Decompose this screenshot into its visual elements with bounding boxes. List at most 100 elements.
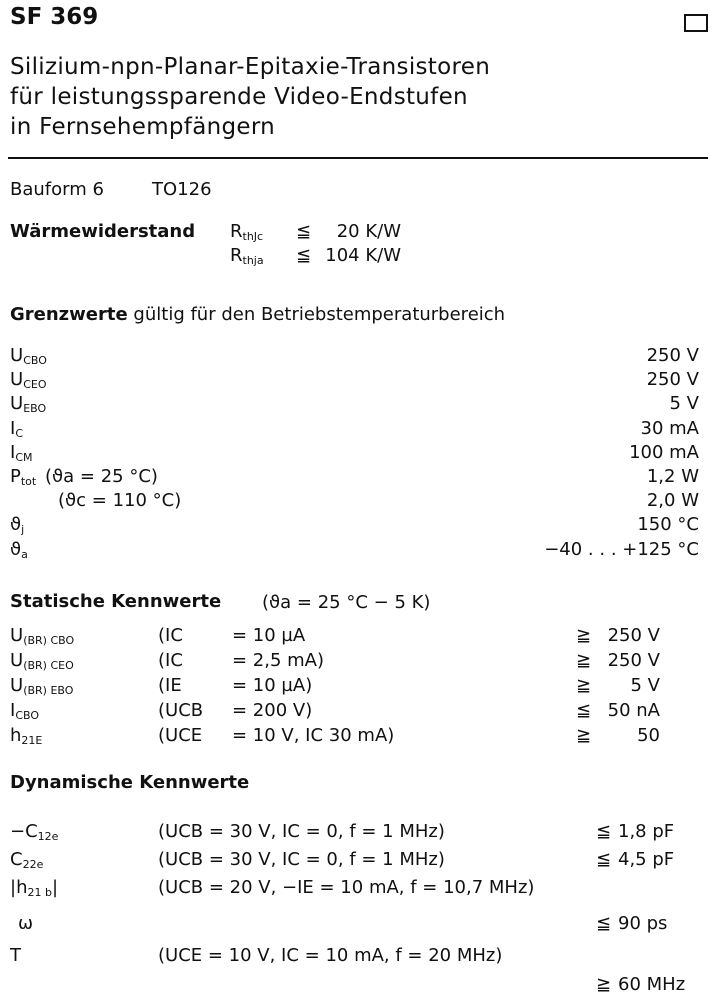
- thermal-sign: ≦: [296, 221, 312, 242]
- limit-value: 150 °C: [637, 514, 699, 536]
- symbol: ϑa: [10, 539, 28, 561]
- static-eq: = 10 µA: [232, 625, 306, 646]
- checkbox-icon: [684, 14, 708, 32]
- dynamic-value: 4,5 pF: [618, 849, 675, 870]
- limit-value: −40 . . . +125 °C: [544, 538, 699, 560]
- thermal-value: 104 K/W: [325, 245, 401, 266]
- symbol: ϑj: [10, 514, 24, 536]
- symbol-subscript: a: [21, 547, 28, 561]
- symbol-base: C: [10, 849, 23, 870]
- symbol-subscript: EBO: [23, 402, 47, 416]
- limits-heading-rest: gültig für den Betriebstemperaturbereich: [133, 304, 506, 325]
- limit-value: 250 V: [646, 345, 699, 366]
- static-value: 50: [637, 725, 660, 746]
- static-sign: ≦: [576, 700, 592, 721]
- symbol: h21E: [10, 725, 42, 747]
- limit-value: 30 mA: [640, 417, 699, 439]
- dynamic-value: 60 MHz: [618, 974, 686, 995]
- symbol: UCBO: [10, 345, 47, 367]
- dynamic-condition: (UCB = 20 V, −IE = 10 mA, f = 10,7 MHz): [158, 877, 535, 898]
- thermal-value: 20 K/W: [336, 221, 401, 242]
- dynamic-condition: (UCE = 10 V, IC = 10 mA, f = 20 MHz): [158, 945, 503, 966]
- static-value: 5 V: [630, 675, 661, 696]
- limit-value: 100 mA: [629, 441, 699, 463]
- symbol-base: −C: [10, 821, 38, 842]
- symbol-base: |h: [10, 877, 28, 898]
- static-condition: (ϑa = 25 °C − 5 K): [262, 592, 431, 613]
- symbol: −C12e: [10, 821, 58, 843]
- divider: [8, 157, 708, 159]
- symbol-base: I: [10, 441, 16, 463]
- symbol-subscript: C: [15, 426, 23, 440]
- dynamic-sign: ≦: [596, 821, 612, 842]
- symbol: T: [10, 945, 21, 967]
- symbol: ω: [18, 913, 33, 935]
- static-condition: (IC: [158, 625, 183, 646]
- document-title: SF 369: [10, 4, 99, 30]
- dynamic-sign: ≦: [596, 913, 612, 934]
- symbol-subscript: (BR) CEO: [23, 659, 74, 672]
- symbol-base: U: [10, 625, 24, 646]
- symbol: ICM: [10, 442, 32, 464]
- symbol: C22e: [10, 849, 43, 871]
- dynamic-condition: (UCB = 30 V, IC = 0, f = 1 MHz): [158, 849, 445, 870]
- symbol-subscript: j: [21, 523, 25, 537]
- symbol-base: R: [230, 221, 243, 242]
- symbol-base: U: [10, 650, 24, 671]
- static-value: 50 nA: [607, 700, 660, 721]
- symbol: U(BR) EBO: [10, 675, 73, 697]
- symbol-base: ϑ: [10, 514, 22, 536]
- thermal-label: Wärmewiderstand: [10, 221, 196, 242]
- package-value: TO126: [152, 179, 212, 200]
- subtitle-line-3: in Fernsehempfängern: [10, 114, 276, 140]
- package-label: Bauform 6: [10, 179, 104, 200]
- symbol-subscript: 21 b: [27, 886, 52, 899]
- symbol: Rthja: [230, 245, 264, 267]
- symbol-end: |: [51, 877, 59, 898]
- symbol: |h21 b|: [10, 877, 58, 899]
- symbol: U(BR) CBO: [10, 625, 74, 647]
- limit-value: 5 V: [669, 393, 700, 415]
- dynamic-value: 90 ps: [618, 913, 668, 934]
- symbol-subscript: CM: [15, 450, 33, 464]
- static-sign: ≧: [576, 650, 592, 671]
- static-eq: = 10 V, IC 30 mA): [232, 725, 395, 746]
- static-condition: (IC: [158, 650, 183, 671]
- limits-heading: Grenzwerte gültig für den Betriebstemper…: [10, 304, 505, 325]
- dynamic-sign: ≦: [596, 849, 612, 870]
- dynamic-value: 1,8 pF: [618, 821, 675, 842]
- symbol-base: I: [10, 700, 16, 721]
- symbol-subscript: 21E: [21, 734, 43, 747]
- limit-value: 1,2 W: [646, 466, 699, 487]
- limit-condition: (ϑa = 25 °C): [45, 466, 158, 487]
- symbol-base: ω: [18, 913, 34, 934]
- symbol-subscript: CBO: [15, 709, 40, 722]
- symbol: U(BR) CEO: [10, 650, 74, 672]
- static-eq: = 2,5 mA): [232, 650, 325, 671]
- symbol-base: P: [10, 466, 21, 487]
- static-sign: ≧: [576, 625, 592, 646]
- static-condition: (UCB: [158, 700, 204, 721]
- symbol-subscript: thja: [242, 254, 264, 267]
- static-value: 250 V: [607, 650, 660, 671]
- symbol-base: R: [230, 245, 243, 266]
- static-condition: (UCE: [158, 725, 203, 746]
- dynamic-sign: ≧: [596, 974, 612, 995]
- symbol-subscript: 12e: [37, 830, 59, 843]
- symbol-base: h: [10, 725, 22, 746]
- static-eq: = 10 µA): [232, 675, 313, 696]
- subtitle-line-2: für leistungssparende Video-Endstufen: [10, 84, 468, 110]
- symbol-subscript: CEO: [23, 378, 47, 392]
- symbol-subscript: tot: [20, 475, 37, 488]
- symbol-subscript: (BR) CBO: [23, 634, 75, 647]
- static-sign: ≧: [576, 675, 592, 696]
- limit-value: 2,0 W: [646, 490, 699, 512]
- symbol: UEBO: [10, 393, 46, 415]
- static-value: 250 V: [607, 625, 660, 646]
- symbol: ICBO: [10, 700, 39, 722]
- subtitle-line-1: Silizium-npn-Planar-Epitaxie-Transistore…: [10, 54, 491, 80]
- symbol-subscript: 22e: [22, 858, 44, 871]
- symbol-base: U: [10, 369, 24, 391]
- symbol: RthJc: [230, 221, 263, 243]
- symbol-base: U: [10, 345, 24, 366]
